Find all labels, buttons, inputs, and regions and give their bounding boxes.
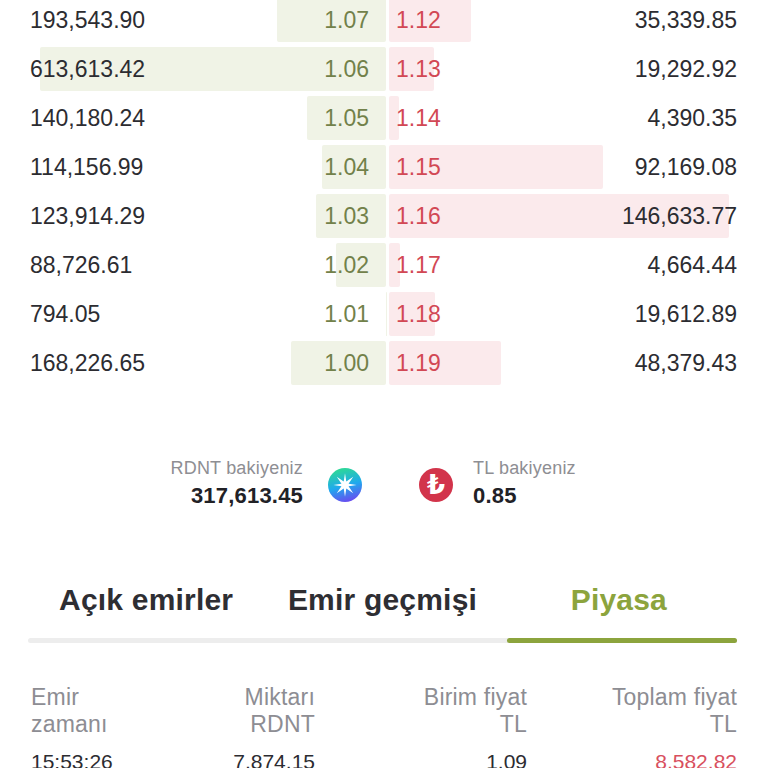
bid-cell[interactable]: 613,613.42 1.06 [0,44,386,93]
order-book-row: 114,156.99 1.04 1.15 92,169.08 [0,142,768,191]
bid-amount: 794.05 [30,300,100,327]
trading-page: 193,543.90 1.07 1.12 35,339.85 613,613.42 1.0… [0,0,768,768]
ask-cell[interactable]: 1.15 92,169.08 [386,142,768,191]
bid-cell[interactable]: 193,543.90 1.07 [0,0,386,44]
ask-amount: 19,612.89 [635,300,737,327]
ask-amount: 19,292.92 [635,55,737,82]
bid-cell[interactable]: 88,726.61 1.02 [0,240,386,289]
order-time: 15:53:26 [31,751,113,768]
tab-bar: Açık emirlerEmir geçmişiPiyasa [28,583,737,643]
tab-row: Açık emirlerEmir geçmişiPiyasa [28,583,737,617]
order-book-row: 193,543.90 1.07 1.12 35,339.85 [0,0,768,44]
bid-price: 1.07 [324,6,369,33]
bid-amount: 140,180.24 [30,104,145,131]
order-book: 193,543.90 1.07 1.12 35,339.85 613,613.42 1.0… [0,0,768,387]
ask-amount: 4,664.44 [647,251,737,278]
bid-cell[interactable]: 114,156.99 1.04 [0,142,386,191]
order-book-row: 140,180.24 1.05 1.14 4,390.35 [0,93,768,142]
column-header: Toplam fiyatTL [612,684,737,738]
order-book-row: 123,914.29 1.03 1.16 146,633.77 [0,191,768,240]
ask-price: 1.17 [396,251,441,278]
ask-cell[interactable]: 1.17 4,664.44 [386,240,768,289]
ask-price: 1.16 [396,202,441,229]
bid-amount: 123,914.29 [30,202,145,229]
bid-price: 1.03 [324,202,369,229]
ask-amount: 92,169.08 [635,153,737,180]
tab-track [28,638,737,643]
ask-cell[interactable]: 1.19 48,379.43 [386,338,768,387]
bid-price: 1.02 [324,251,369,278]
order-unit-price: 1.09 [486,751,527,768]
ask-cell[interactable]: 1.14 4,390.35 [386,93,768,142]
rdnt-balance: RDNT bakiyeniz 317,613.45 [170,456,303,511]
tab-open-orders[interactable]: Açık emirler [28,583,264,617]
bid-amount: 88,726.61 [30,251,132,278]
tl-balance: TL bakiyeniz 0.85 [473,456,576,511]
ask-price: 1.13 [396,55,441,82]
bid-price: 1.00 [324,349,369,376]
bid-cell[interactable]: 123,914.29 1.03 [0,191,386,240]
ask-amount: 48,379.43 [635,349,737,376]
rdnt-balance-value: 317,613.45 [170,481,303,511]
tab-order-history[interactable]: Emir geçmişi [264,583,500,617]
star-icon [331,471,359,499]
ask-amount: 146,633.77 [622,202,737,229]
column-header: MiktarıRDNT [245,684,315,738]
bid-amount: 168,226.65 [30,349,145,376]
bid-amount: 193,543.90 [30,6,145,33]
ask-price: 1.19 [396,349,441,376]
bid-price: 1.06 [324,55,369,82]
ask-cell[interactable]: 1.16 146,633.77 [386,191,768,240]
order-book-row: 88,726.61 1.02 1.17 4,664.44 [0,240,768,289]
ask-cell[interactable]: 1.13 19,292.92 [386,44,768,93]
column-header: Birim fiyatTL [424,684,527,738]
ask-price: 1.12 [396,6,441,33]
order-amount: 7,874.15 [233,751,315,768]
ask-amount: 4,390.35 [647,104,737,131]
bid-price: 1.05 [324,104,369,131]
ask-cell[interactable]: 1.12 35,339.85 [386,0,768,44]
order-book-row: 168,226.65 1.00 1.19 48,379.43 [0,338,768,387]
ask-cell[interactable]: 1.18 19,612.89 [386,289,768,338]
order-book-row: 613,613.42 1.06 1.13 19,292.92 [0,44,768,93]
rdnt-balance-label: RDNT bakiyeniz [170,456,303,481]
lira-symbol: ₺ [427,470,445,500]
bid-cell[interactable]: 140,180.24 1.05 [0,93,386,142]
bid-cell[interactable]: 794.05 1.01 [0,289,386,338]
column-header: Emirzamanı [31,684,108,738]
rdnt-coin-icon [328,468,362,502]
order-book-row: 794.05 1.01 1.18 19,612.89 [0,289,768,338]
bid-amount: 613,613.42 [30,55,145,82]
bid-amount: 114,156.99 [30,153,143,180]
tab-market[interactable]: Piyasa [501,583,737,617]
bid-cell[interactable]: 168,226.65 1.00 [0,338,386,387]
ask-amount: 35,339.85 [635,6,737,33]
tl-balance-value: 0.85 [473,481,576,511]
bid-price: 1.01 [324,300,369,327]
tl-balance-label: TL bakiyeniz [473,456,576,481]
bid-price: 1.04 [324,153,369,180]
ask-price: 1.15 [396,153,441,180]
order-total-price: 8,582.82 [655,751,737,768]
ask-price: 1.14 [396,104,441,131]
turkish-lira-icon: ₺ [419,468,453,502]
ask-price: 1.18 [396,300,441,327]
history-table-first-row: 15:53:26 7,874.15 1.09 8,582.82 [0,751,768,768]
active-tab-indicator [507,638,737,643]
